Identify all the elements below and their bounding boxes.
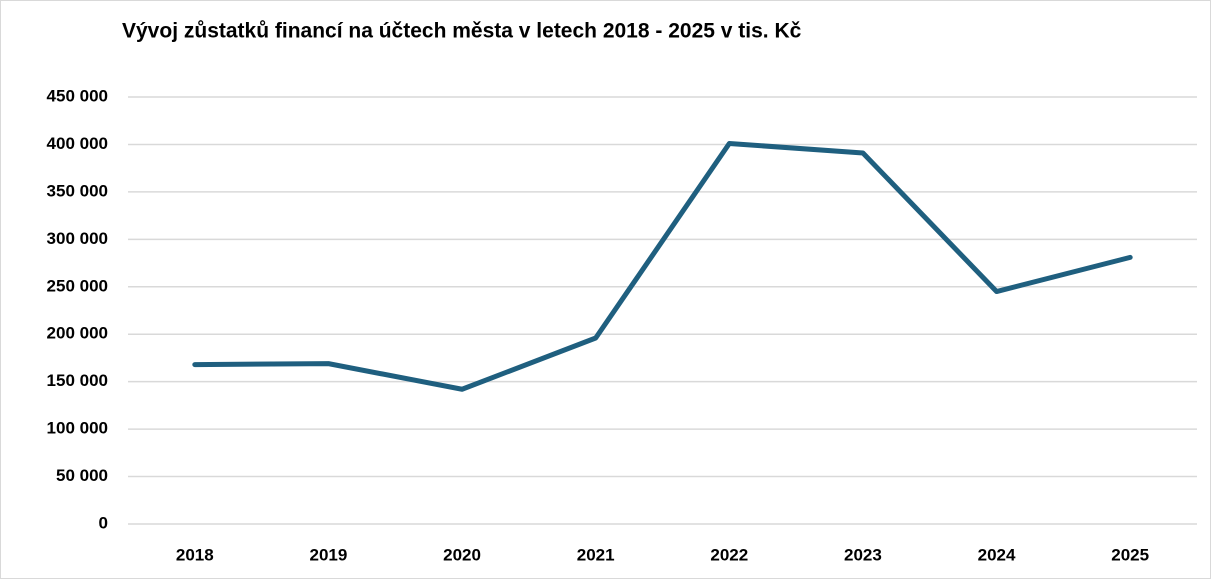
x-tick-label: 2020 (443, 545, 481, 564)
y-tick-label: 350 000 (47, 181, 108, 200)
y-tick-label: 50 000 (56, 466, 108, 485)
y-tick-label: 200 000 (47, 324, 108, 343)
x-tick-label: 2019 (310, 545, 348, 564)
x-tick-label: 2023 (844, 545, 882, 564)
x-tick-label: 2022 (710, 545, 748, 564)
chart-title: Vývoj zůstatků financí na účtech města v… (122, 20, 802, 43)
x-tick-label: 2025 (1111, 545, 1149, 564)
x-tick-label: 2024 (978, 545, 1016, 564)
y-tick-label: 400 000 (47, 134, 108, 153)
y-tick-label: 150 000 (47, 371, 108, 390)
y-tick-label: 0 (99, 513, 108, 532)
x-tick-label: 2018 (176, 545, 214, 564)
x-tick-label: 2021 (577, 545, 615, 564)
y-tick-label: 450 000 (47, 86, 108, 105)
y-tick-label: 100 000 (47, 419, 108, 438)
data-line (192, 140, 1133, 392)
y-tick-label: 250 000 (47, 276, 108, 295)
y-tick-label: 300 000 (47, 229, 108, 248)
